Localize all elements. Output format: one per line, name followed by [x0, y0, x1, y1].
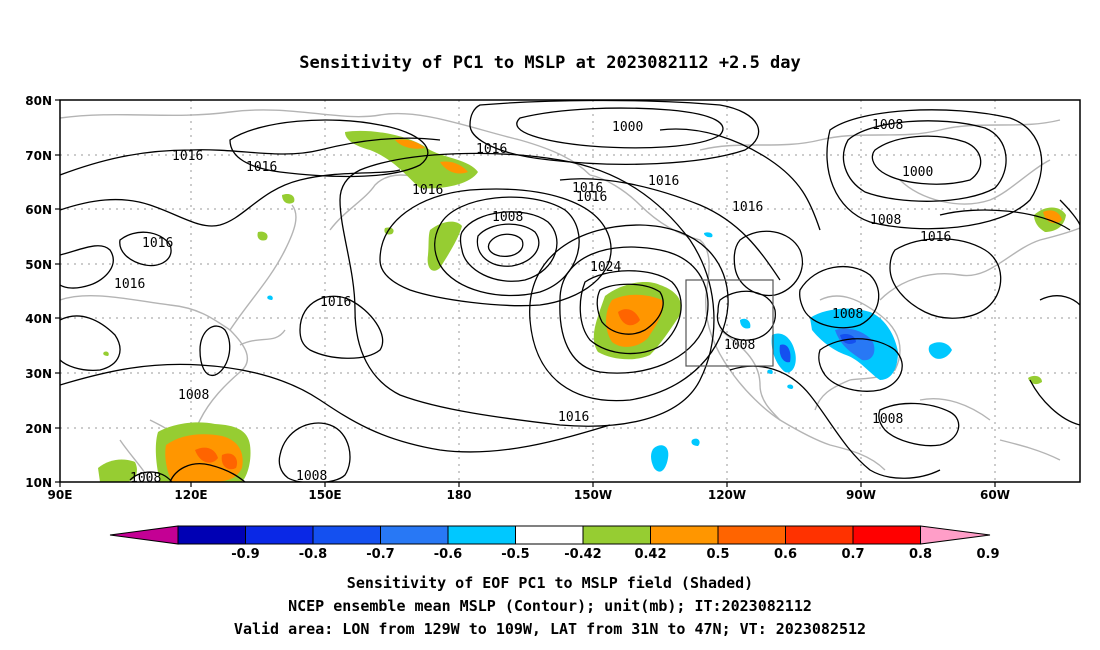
- contour-label: 1000: [902, 165, 933, 180]
- lat-tick-label: 10N: [25, 476, 52, 490]
- contour-label: 1008: [870, 213, 901, 228]
- colorbar-tick-label: 0.42: [634, 547, 666, 562]
- contour-label: 1008: [130, 471, 161, 486]
- contour-label: 1008: [296, 469, 327, 484]
- contour-label: 1008: [178, 388, 209, 403]
- colorbar: -0.9 -0.8 -0.7 -0.6 -0.5 -0.42 0.42 0.5 0.6 0.7 0.…: [109, 525, 1000, 562]
- contour-label: 1016: [576, 190, 607, 205]
- lon-tick-label: 180: [446, 488, 471, 502]
- colorbar-tick-label: 0.8: [909, 547, 932, 562]
- contour-label: 1008: [492, 210, 523, 225]
- colorbar-swatch: [447, 525, 516, 545]
- colorbar-tick-label: 0.9: [976, 547, 999, 562]
- contour-labels: 1000 1008 1016 1016 1016 1016 1016 1016 …: [114, 118, 951, 486]
- contour-label: 1016: [920, 230, 951, 245]
- contour-label: 1016: [142, 236, 173, 251]
- colorbar-swatch: [312, 525, 381, 545]
- lat-tick-label: 80N: [25, 94, 52, 108]
- colorbar-swatch: [785, 525, 854, 545]
- lat-axis-labels: 80N 70N 60N 50N 40N 30N 20N 10N: [25, 94, 52, 490]
- contour-label: 1016: [648, 174, 679, 189]
- tick-marks: [55, 99, 996, 487]
- contour-label: 1016: [412, 183, 443, 198]
- footer-line-2: NCEP ensemble mean MSLP (Contour); unit(…: [288, 597, 812, 615]
- contour-label: 1008: [872, 118, 903, 133]
- sensitivity-shading: [98, 130, 1066, 482]
- contour-label: 1016: [246, 160, 277, 175]
- colorbar-tick-label: -0.6: [434, 547, 462, 562]
- colorbar-tick-label: 0.5: [706, 547, 729, 562]
- lon-tick-label: 120E: [174, 488, 207, 502]
- colorbar-tick-label: -0.42: [564, 547, 601, 562]
- colorbar-extend-low: [109, 525, 179, 545]
- map-frame: [59, 99, 1081, 483]
- contour-label: 1016: [172, 149, 203, 164]
- contour-label: 1008: [872, 412, 903, 427]
- colorbar-swatch: [717, 525, 786, 545]
- footer-line-1: Sensitivity of EOF PC1 to MSLP field (Sh…: [347, 574, 753, 592]
- map-panel: 1000 1008 1016 1016 1016 1016 1016 1016 …: [25, 94, 1081, 502]
- contour-label: 1016: [476, 142, 507, 157]
- footer-line-3: Valid area: LON from 129W to 109W, LAT f…: [234, 620, 866, 638]
- colorbar-tick-label: -0.9: [231, 547, 259, 562]
- valid-area-box: [685, 279, 774, 367]
- mslp-contours: [60, 100, 1080, 482]
- map-background: [60, 100, 1080, 482]
- lon-axis-labels: 90E 120E 150E 180 150W 120W 90W 60W: [48, 488, 1010, 502]
- lat-tick-label: 70N: [25, 149, 52, 163]
- colorbar-swatch: [245, 525, 314, 545]
- contour-label: 1000: [612, 120, 643, 135]
- lat-tick-label: 60N: [25, 203, 52, 217]
- colorbar-tick-label: 0.6: [774, 547, 797, 562]
- colorbar-swatch: [380, 525, 449, 545]
- colorbar-swatch: [852, 525, 921, 545]
- contour-label: 1008: [724, 338, 755, 353]
- lon-tick-label: 120W: [708, 488, 746, 502]
- colorbar-tick-label: -0.7: [366, 547, 394, 562]
- contour-label: 1024: [590, 260, 621, 275]
- contour-label: 1016: [572, 181, 603, 196]
- colorbar-swatch: [582, 525, 651, 545]
- lat-tick-label: 50N: [25, 258, 52, 272]
- colorbar-tick-label: 0.7: [841, 547, 864, 562]
- lon-tick-label: 60W: [980, 488, 1010, 502]
- contour-label: 1016: [558, 410, 589, 425]
- contour-label: 1008: [832, 307, 863, 322]
- lat-tick-label: 20N: [25, 422, 52, 436]
- contour-label: 1016: [320, 295, 351, 310]
- lat-tick-label: 30N: [25, 367, 52, 381]
- colorbar-extend-high: [920, 525, 991, 545]
- colorbar-swatch: [177, 525, 246, 545]
- lat-tick-label: 40N: [25, 312, 52, 326]
- colorbar-swatch: [650, 525, 719, 545]
- lon-tick-label: 150W: [574, 488, 612, 502]
- colorbar-swatch: [515, 525, 584, 545]
- contour-label: 1016: [114, 277, 145, 292]
- colorbar-tick-label: -0.5: [501, 547, 529, 562]
- chart-title: Sensitivity of PC1 to MSLP at 2023082112…: [299, 53, 801, 73]
- lon-tick-label: 90E: [48, 488, 73, 502]
- lon-tick-label: 150E: [308, 488, 341, 502]
- colorbar-tick-label: -0.8: [299, 547, 327, 562]
- lon-tick-label: 90W: [846, 488, 876, 502]
- contour-label: 1016: [732, 200, 763, 215]
